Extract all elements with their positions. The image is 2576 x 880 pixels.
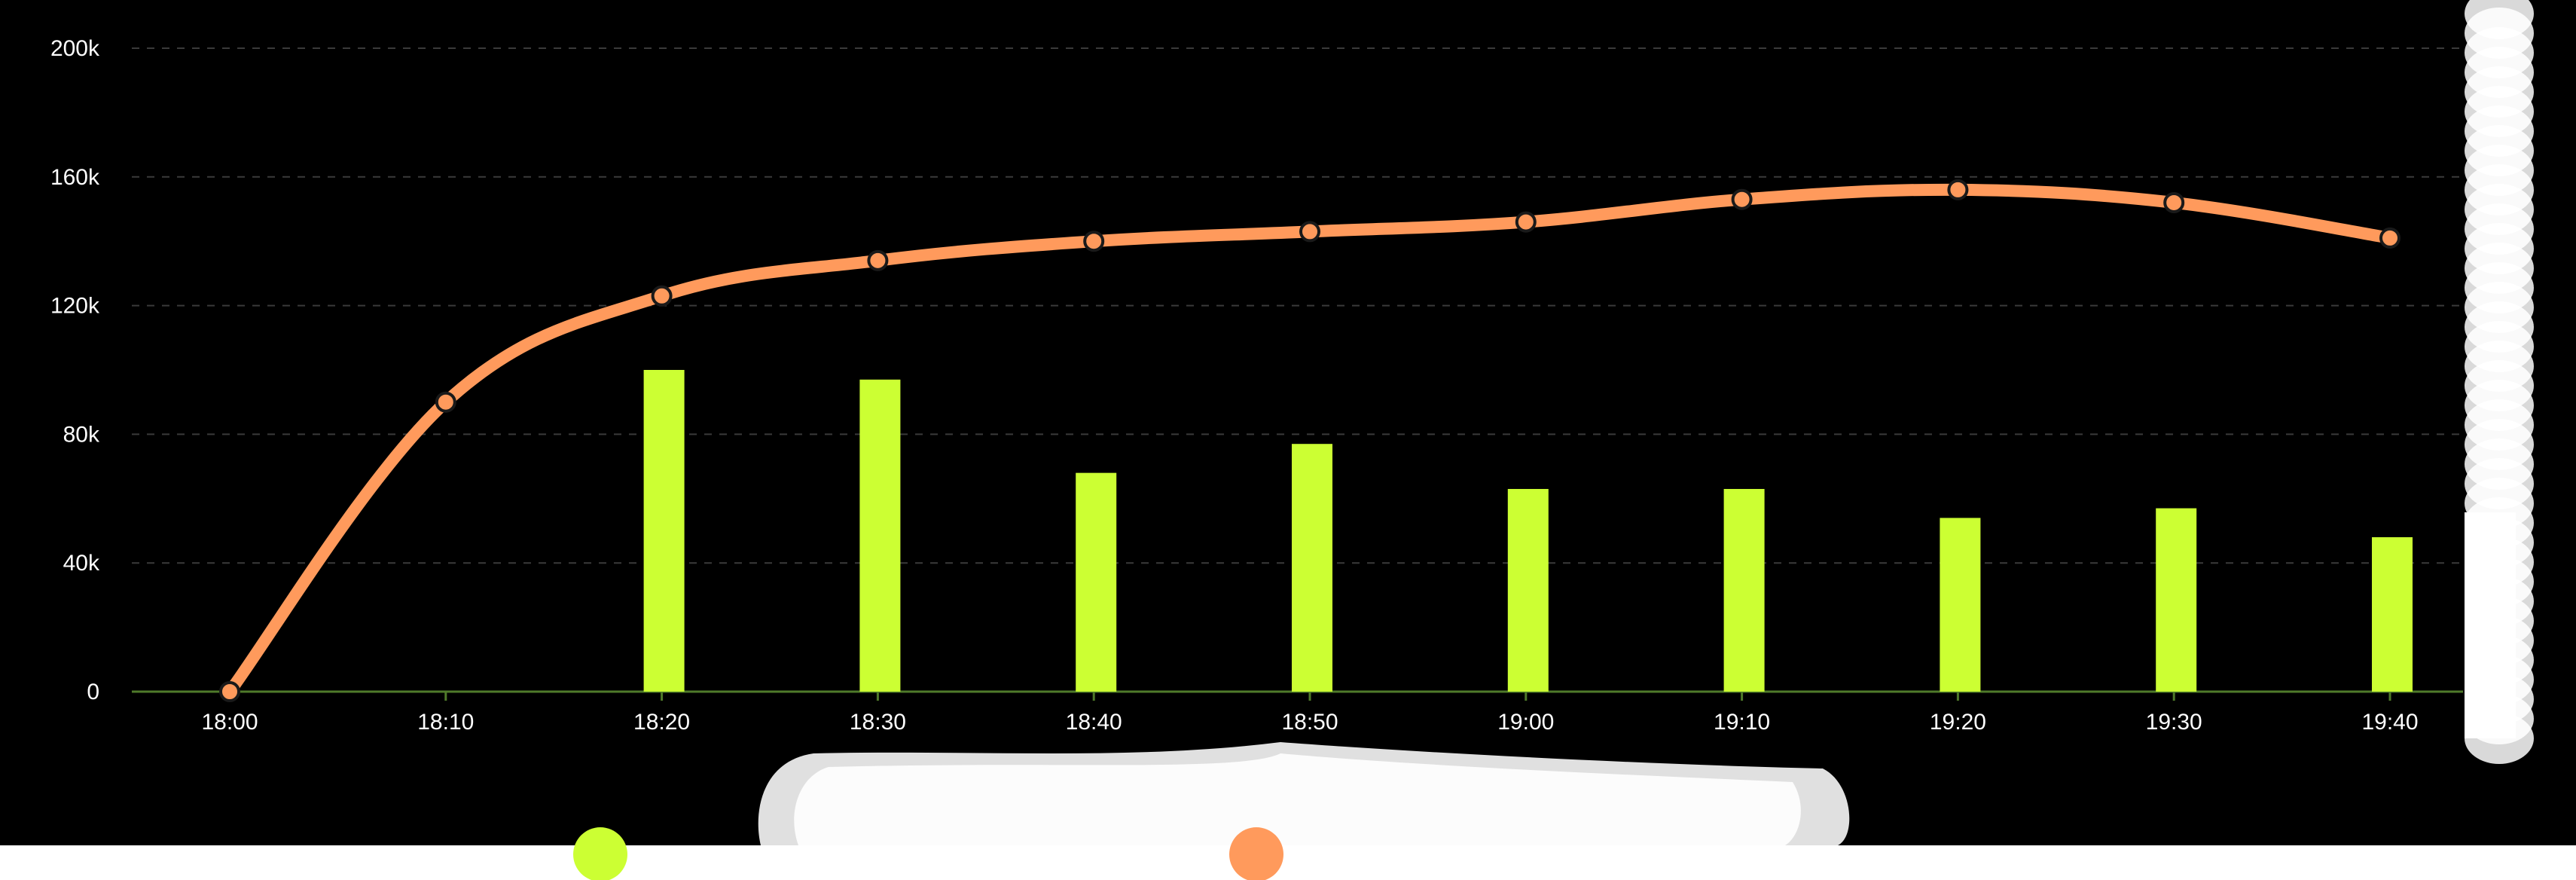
line-point — [2379, 227, 2401, 249]
legend-marker — [1229, 827, 1283, 880]
legend-marker — [573, 827, 627, 880]
bar — [859, 379, 901, 692]
bar-series — [643, 370, 2413, 692]
center-obscured-band — [758, 742, 1850, 845]
y-tick-label: 200k — [50, 36, 100, 61]
x-tick-label: 19:20 — [1930, 710, 1986, 735]
bar — [643, 370, 685, 692]
legend — [573, 827, 1283, 880]
x-tick-label: 18:20 — [633, 710, 690, 735]
line-point — [2163, 191, 2185, 213]
x-axis-ticks: 18:00 18:10 18:20 18:30 18:40 18:50 19:00 19:10… — [201, 692, 2419, 735]
line-point — [867, 249, 889, 271]
right-obscured-strip — [2465, 0, 2534, 764]
bar — [1723, 488, 1765, 692]
y-tick-label: 120k — [50, 294, 100, 319]
line-point — [1515, 211, 1537, 233]
y-tick-label: 160k — [50, 165, 100, 190]
bar — [2156, 508, 2197, 692]
line-series — [219, 179, 2401, 702]
line-point — [651, 285, 673, 307]
line-point — [1083, 231, 1105, 252]
series-line — [224, 183, 2396, 698]
x-tick-label: 19:10 — [1714, 710, 1770, 735]
y-axis-ticks: 0 40k 80k 120k 160k 200k — [50, 36, 100, 704]
x-tick-label: 18:40 — [1066, 710, 1122, 735]
bar — [1940, 518, 1981, 692]
y-tick-label: 0 — [87, 680, 99, 704]
line-point — [1299, 221, 1320, 243]
bar — [1292, 444, 1332, 692]
x-tick-label: 19:00 — [1497, 710, 1554, 735]
x-tick-label: 18:10 — [417, 710, 474, 735]
obscured-overlay — [758, 0, 2534, 845]
bar — [1076, 472, 1117, 692]
bar — [1507, 488, 1549, 692]
y-tick-label: 40k — [63, 551, 100, 576]
line-point — [219, 681, 240, 702]
line-point — [1947, 179, 1969, 200]
line-point — [1731, 188, 1753, 210]
x-tick-label: 19:30 — [2146, 710, 2202, 735]
x-tick-label: 18:00 — [201, 710, 258, 735]
y-tick-label: 80k — [63, 422, 100, 447]
x-tick-label: 19:40 — [2361, 710, 2418, 735]
x-tick-label: 18:30 — [850, 710, 906, 735]
x-tick-label: 18:50 — [1281, 710, 1338, 735]
line-point — [435, 391, 456, 413]
bar — [2372, 537, 2413, 692]
